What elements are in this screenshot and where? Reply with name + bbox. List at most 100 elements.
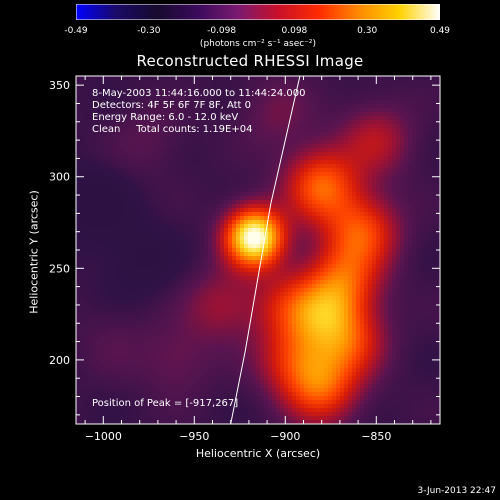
heatmap-cell [84, 152, 89, 157]
heatmap-cell [200, 188, 205, 193]
heatmap-cell [268, 328, 273, 333]
heatmap-cell [136, 112, 141, 117]
heatmap-cell [124, 344, 129, 349]
heatmap-cell [292, 116, 297, 121]
heatmap-cell [220, 188, 225, 193]
heatmap-cell [240, 176, 245, 181]
heatmap-cell [252, 324, 257, 329]
heatmap-cell [88, 196, 93, 201]
heatmap-cell [136, 376, 141, 381]
heatmap-cell [264, 200, 269, 205]
heatmap-cell [288, 272, 293, 277]
heatmap-cell [192, 224, 197, 229]
heatmap-cell [220, 104, 225, 109]
heatmap-cell [204, 332, 209, 337]
heatmap-cell [256, 212, 261, 217]
heatmap-cell [188, 328, 193, 333]
heatmap-cell [188, 220, 193, 225]
heatmap-cell [124, 392, 129, 397]
heatmap-cell [216, 360, 221, 365]
heatmap-cell [212, 204, 217, 209]
heatmap-cell [144, 204, 149, 209]
heatmap-cell [156, 384, 161, 389]
heatmap-cell [120, 176, 125, 181]
heatmap-cell [144, 388, 149, 393]
heatmap-cell [156, 244, 161, 249]
heatmap-cell [216, 316, 221, 321]
heatmap-cell [244, 408, 249, 413]
heatmap-cell [244, 340, 249, 345]
heatmap-cell [168, 104, 173, 109]
heatmap-cell [240, 244, 245, 249]
heatmap-cell [244, 184, 249, 189]
heatmap-cell [144, 200, 149, 205]
heatmap-cell [212, 156, 217, 161]
heatmap-cell [292, 192, 297, 197]
heatmap-cell [204, 304, 209, 309]
heatmap-cell [292, 288, 297, 293]
heatmap-cell [236, 188, 241, 193]
heatmap-cell [160, 176, 165, 181]
heatmap-cell [80, 292, 85, 297]
heatmap-cell [168, 320, 173, 325]
heatmap-cell [156, 280, 161, 285]
heatmap-cell [104, 276, 109, 281]
heatmap-cell [156, 212, 161, 217]
heatmap-cell [228, 396, 233, 401]
heatmap-cell [224, 96, 229, 101]
heatmap-cell [128, 404, 133, 409]
heatmap-cell [108, 256, 113, 261]
heatmap-cell [208, 128, 213, 133]
heatmap-cell [124, 268, 129, 273]
heatmap-cell [100, 116, 105, 121]
heatmap-cell [164, 152, 169, 157]
heatmap-cell [152, 384, 157, 389]
heatmap-cell [184, 280, 189, 285]
heatmap-cell [152, 164, 157, 169]
heatmap-cell [204, 380, 209, 385]
heatmap-cell [232, 316, 237, 321]
heatmap-cell [112, 100, 117, 105]
heatmap-cell [272, 412, 277, 417]
heatmap-cell [120, 140, 125, 145]
heatmap-cell [112, 96, 117, 101]
heatmap-cell [156, 352, 161, 357]
heatmap-cell [196, 208, 201, 213]
heatmap-cell [212, 356, 217, 361]
heatmap-cell [132, 316, 137, 321]
heatmap-cell [88, 300, 93, 305]
heatmap-cell [280, 88, 285, 93]
heatmap-cell [204, 232, 209, 237]
heatmap-cell [296, 188, 301, 193]
heatmap-cell [108, 372, 113, 377]
heatmap-cell [120, 208, 125, 213]
heatmap-cell [224, 376, 229, 381]
heatmap-cell [120, 264, 125, 269]
heatmap-cell [136, 140, 141, 145]
heatmap-cell [244, 84, 249, 89]
heatmap-cell [304, 112, 309, 117]
heatmap-cell [232, 152, 237, 157]
heatmap-cell [116, 144, 121, 149]
heatmap-cell [236, 104, 241, 109]
heatmap-cell [208, 392, 213, 397]
heatmap-cell [204, 280, 209, 285]
heatmap-cell [80, 404, 85, 409]
heatmap-cell [304, 152, 309, 157]
heatmap-cell [148, 192, 153, 197]
heatmap-cell [208, 332, 213, 337]
heatmap-cell [192, 332, 197, 337]
heatmap-cell [228, 256, 233, 261]
heatmap-cell [188, 320, 193, 325]
heatmap-cell [264, 348, 269, 353]
heatmap-cell [272, 200, 277, 205]
heatmap-cell [96, 328, 101, 333]
heatmap-cell [80, 104, 85, 109]
heatmap-cell [168, 212, 173, 217]
heatmap-cell [252, 232, 257, 237]
heatmap-cell [184, 312, 189, 317]
heatmap-cell [208, 328, 213, 333]
heatmap-cell [180, 188, 185, 193]
heatmap-cell [92, 164, 97, 169]
heatmap-cell [168, 372, 173, 377]
